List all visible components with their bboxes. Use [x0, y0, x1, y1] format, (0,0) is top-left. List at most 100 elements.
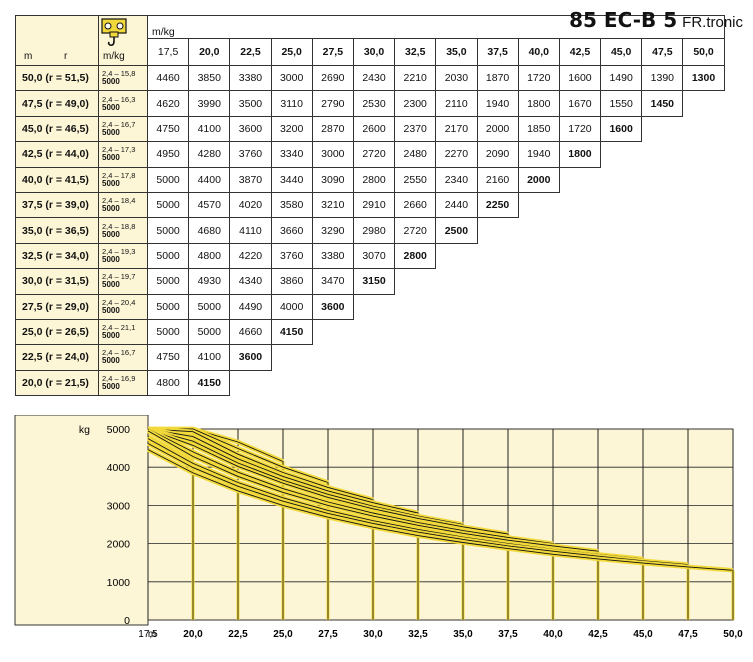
empty-cell	[642, 345, 683, 370]
jib-row: 32,5 (r = 34,0) 2,4 – 19,3 5000 5000 4800 422…	[15, 242, 725, 270]
empty-cell	[683, 319, 724, 344]
load-value: 5000	[188, 318, 231, 346]
hook-icon	[101, 18, 127, 46]
empty-cell	[642, 218, 683, 243]
load-value: 5000	[188, 293, 231, 320]
empty-cell	[642, 192, 683, 217]
load-value: 2480	[394, 141, 437, 168]
empty-cell	[436, 294, 477, 319]
empty-cell	[312, 319, 353, 344]
y-tick-label: 3000	[107, 500, 131, 512]
empty-cell	[683, 192, 724, 217]
load-value: 3860	[270, 268, 313, 295]
load-value: 2790	[311, 90, 354, 117]
empty-cell	[642, 167, 683, 192]
empty-cell	[601, 142, 642, 167]
load-value: 2440	[435, 191, 478, 219]
load-value: 4150	[188, 369, 231, 397]
empty-cell	[477, 345, 518, 370]
range-capacity: 2,4 – 21,1 5000	[98, 318, 148, 346]
load-curves	[146, 426, 735, 620]
x-axis-unit: m	[148, 629, 156, 640]
brand-name: FR.tronic	[682, 14, 743, 31]
range-label: 2,4 – 15,8	[102, 69, 136, 79]
load-value: 1450	[641, 90, 684, 117]
load-value: 4800	[146, 369, 190, 397]
y-tick-label: 5000	[107, 424, 131, 436]
empty-cell	[559, 370, 600, 395]
jib-length-label: 47,5 (r = 49,0)	[15, 90, 99, 117]
x-tick-label: 42,5	[588, 629, 608, 640]
hook-cell: m/kg	[98, 15, 148, 66]
empty-cell	[642, 243, 683, 268]
x-tick-label: 20,0	[183, 629, 203, 640]
load-value: 1300	[682, 64, 725, 92]
empty-cell	[436, 319, 477, 344]
empty-cell	[683, 218, 724, 243]
max-capacity: 5000	[102, 229, 120, 239]
jib-length-label: 30,0 (r = 31,5)	[15, 268, 99, 295]
empty-cell	[518, 218, 559, 243]
load-value: 1940	[476, 90, 519, 117]
load-value: 4000	[270, 293, 313, 320]
jib-length-label: 37,5 (r = 39,0)	[15, 191, 99, 219]
radius-header: 17,5	[146, 38, 190, 66]
load-value: 2800	[352, 166, 396, 193]
unit-mkg-lower: m/kg	[103, 51, 125, 62]
jib-row: 37,5 (r = 39,0) 2,4 – 18,4 5000 5000 4570 402…	[15, 191, 725, 219]
load-chart-table: m r m/kg m/kg 17,5 20,0 22,5 25,0 27,5 30,0 32,5 35…	[15, 14, 725, 397]
load-value: 2370	[394, 115, 437, 143]
range-label: 2,4 – 17,3	[102, 145, 136, 155]
y-tick-label: 4000	[107, 462, 131, 474]
empty-cell	[642, 370, 683, 395]
empty-cell	[477, 243, 518, 268]
jib-row: 22,5 (r = 24,0) 2,4 – 16,7 5000 4750 4100 360…	[15, 344, 725, 371]
load-value: 2720	[352, 141, 396, 168]
empty-cell	[683, 243, 724, 268]
empty-cell	[601, 319, 642, 344]
load-value: 2210	[394, 64, 437, 92]
empty-cell	[601, 345, 642, 370]
chart-label-panel	[14, 415, 149, 626]
load-value: 1940	[517, 141, 560, 168]
curve-line	[147, 449, 734, 571]
empty-cell	[559, 345, 600, 370]
empty-cell	[477, 319, 518, 344]
empty-cell	[601, 370, 642, 395]
empty-cell	[642, 294, 683, 319]
radius-header: 50,0	[682, 38, 725, 66]
load-value: 3290	[311, 217, 354, 244]
load-value: 2980	[352, 217, 396, 244]
curve-line	[147, 428, 554, 545]
load-value: 1720	[558, 115, 602, 143]
empty-cell	[230, 370, 271, 395]
load-value: 3600	[311, 293, 354, 320]
radius-header: 27,5	[311, 38, 354, 66]
range-label: 2,4 – 18,4	[102, 196, 136, 206]
load-value: 2170	[435, 115, 478, 143]
range-label: 2,4 – 19,3	[102, 246, 136, 256]
header-row-units: m r m/kg m/kg	[15, 14, 725, 66]
range-label: 2,4 – 21,1	[102, 323, 136, 333]
load-value: 2690	[311, 64, 354, 92]
load-value: 3200	[270, 115, 313, 143]
range-capacity: 2,4 – 16,9 5000	[98, 369, 148, 397]
empty-cell	[518, 192, 559, 217]
load-value: 1800	[558, 141, 602, 168]
load-value: 1720	[517, 64, 560, 92]
load-value: 5000	[146, 318, 190, 346]
load-value: 2300	[394, 90, 437, 117]
empty-cell	[683, 269, 724, 294]
load-value: 2800	[394, 242, 437, 270]
jib-length-label: 35,0 (r = 36,5)	[15, 217, 99, 244]
range-capacity: 2,4 – 18,8 5000	[98, 217, 148, 244]
curve-line	[147, 443, 689, 566]
empty-cell	[477, 294, 518, 319]
range-label: 2,4 – 16,7	[102, 348, 136, 358]
load-value: 3440	[270, 166, 313, 193]
load-curve-chart: 5000 4000 3000 2000 1000 0 kg 17,5 20,0 22,5 25,0 2…	[14, 415, 743, 640]
max-capacity: 5000	[102, 153, 120, 163]
load-value: 4490	[229, 293, 272, 320]
load-value: 3500	[229, 90, 272, 117]
unit-mkg-header: m/kg	[147, 14, 725, 39]
